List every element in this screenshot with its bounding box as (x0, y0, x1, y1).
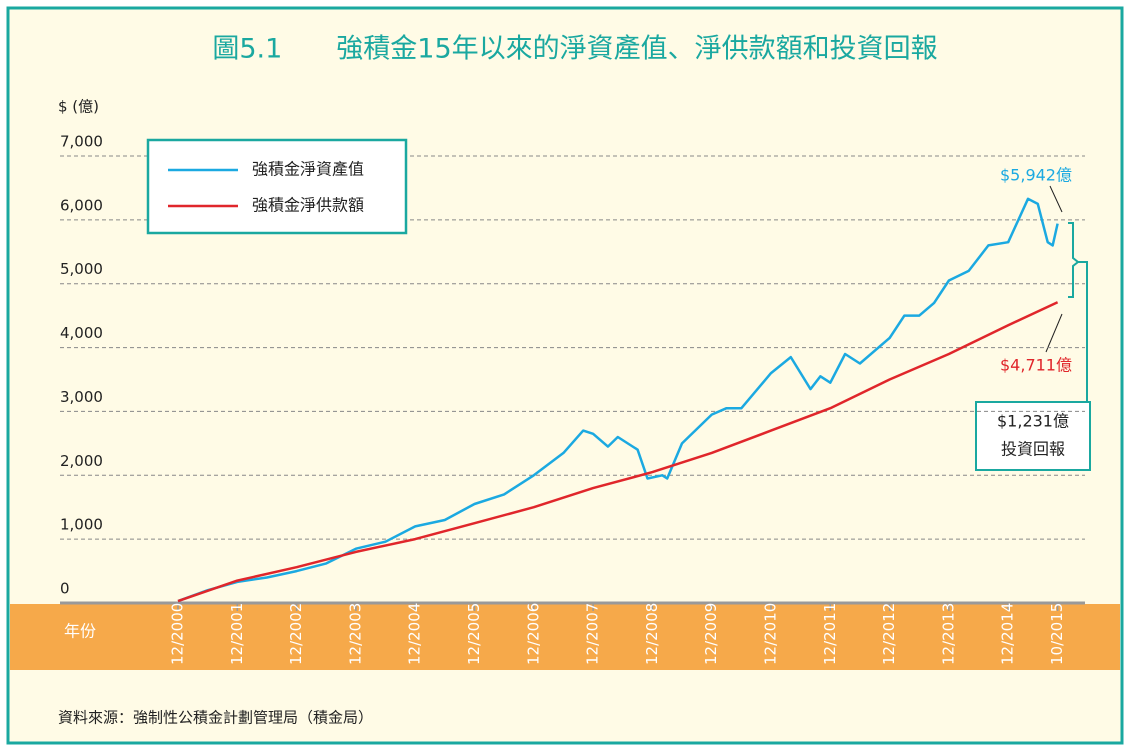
x-tick-label: 12/2004 (406, 603, 424, 665)
y-tick-label: 4,000 (60, 324, 103, 342)
bracket (1078, 261, 1088, 402)
series-line (177, 197, 1059, 603)
x-tick-label: 12/2000 (169, 603, 187, 665)
x-tick-label: 12/2001 (228, 603, 246, 665)
annotation: 投資回報 (1001, 440, 1065, 459)
y-tick-label: 6,000 (60, 196, 103, 214)
annotation: $4,711億 (1000, 356, 1072, 375)
x-tick-label: 12/2005 (465, 603, 483, 665)
annotation: $5,942億 (1000, 166, 1072, 185)
y-tick-label: 7,000 (60, 133, 103, 151)
x-tick-label: 12/2008 (643, 603, 661, 665)
y-tick-label: 1,000 (60, 516, 103, 534)
x-tick-label: 12/2011 (821, 603, 839, 665)
return-box (975, 401, 1091, 471)
y-tick-label: 3,000 (60, 388, 103, 406)
chart-title: 圖5.1 強積金15年以來的淨資產值、淨供款額和投資回報 (212, 34, 937, 65)
x-tick-label: 12/2012 (880, 603, 898, 665)
source: 資料來源：強制性公積金計劃管理局（積金局） (58, 709, 373, 727)
y-tick-label: 0 (60, 580, 70, 598)
legend-label: 強積金淨資產值 (252, 160, 364, 179)
y-axis-label: $ (億) (58, 98, 99, 116)
x-tick-label: 12/2007 (584, 603, 602, 665)
x-tick-label: 12/2013 (939, 603, 957, 665)
y-tick-label: 5,000 (60, 260, 103, 278)
x-tick-label: 12/2009 (702, 603, 720, 665)
x-tick-label: 12/2010 (762, 603, 780, 665)
leader (1049, 185, 1063, 213)
x-axis-label: 年份 (64, 622, 96, 641)
x-tick-label: 10/2015 (1048, 603, 1066, 665)
x-tick-label: 12/2014 (999, 603, 1017, 665)
x-tick-label: 12/2006 (524, 603, 542, 665)
x-band (10, 604, 1120, 670)
x-tick-label: 12/2002 (287, 603, 305, 665)
leader (1045, 313, 1063, 353)
x-tick-label: 12/2003 (346, 603, 364, 665)
legend-label: 強積金淨供款額 (252, 196, 364, 215)
series-line (177, 301, 1059, 603)
legend (146, 138, 408, 235)
y-tick-label: 2,000 (60, 452, 103, 470)
annotation: $1,231億 (997, 412, 1069, 431)
